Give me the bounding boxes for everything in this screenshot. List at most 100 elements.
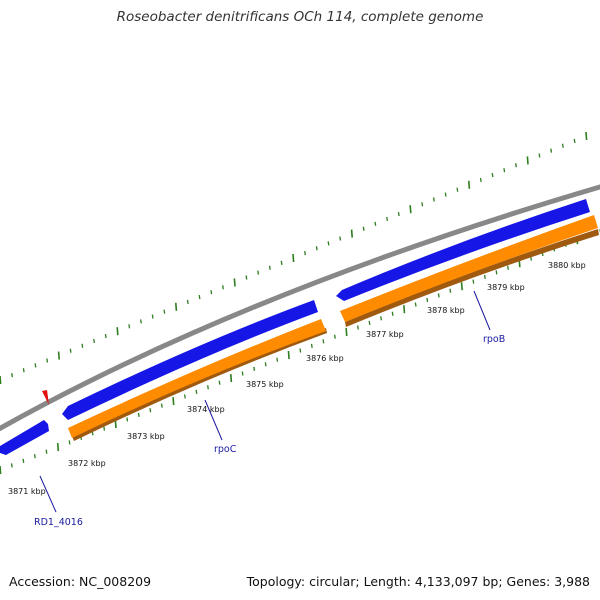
outer-gc-tick (210, 290, 213, 295)
accession-text: Accession: NC_008209 (9, 574, 152, 589)
outer-gc-tick (339, 236, 342, 241)
outer-gc-tick (222, 285, 224, 290)
outer-gc-tick (34, 363, 37, 368)
outer-gc-tick (175, 302, 178, 311)
genome-backbone (0, 184, 600, 432)
inner-gc-tick (426, 297, 429, 303)
outer-gc-tick (280, 260, 283, 265)
inner-gc-tick (241, 371, 244, 376)
outer-gc-tick (550, 148, 553, 153)
outer-gc-tick (573, 138, 576, 143)
outer-gc-tick (57, 351, 60, 360)
outer-gc-tick (104, 333, 107, 339)
outer-gc-tick (585, 131, 588, 141)
outer-gc-tick (257, 270, 260, 275)
outer-gc-tick (362, 226, 365, 231)
inner-gc-tick (0, 465, 2, 475)
inner-gc-tick (68, 440, 71, 445)
inner-gc-tick (10, 463, 13, 468)
outer-gc-tick (397, 211, 400, 217)
inner-gc-tick (472, 279, 475, 284)
rd1-4016-leader (39, 475, 57, 513)
gene-label-rpoc[interactable]: rpoC (214, 444, 237, 455)
outer-gc-tick (315, 246, 318, 251)
outer-gc-tick (421, 202, 424, 207)
outer-gc-tick (292, 253, 295, 263)
outer-gc-tick (116, 327, 119, 336)
inner-gc-tick (287, 351, 290, 360)
inner-gc-tick (333, 334, 336, 339)
inner-gc-tick (103, 426, 106, 431)
outer-gc-tick (491, 172, 494, 178)
inner-gc-tick (380, 316, 383, 321)
gene-rpob-reverse-shadow (345, 229, 599, 327)
inner-gc-tick (322, 339, 325, 344)
outer-gc-tick (503, 168, 506, 173)
gene-rd1-4016-forward[interactable] (0, 420, 49, 455)
inner-gc-tick (45, 449, 48, 454)
inner-gc-tick (357, 325, 359, 330)
outer-gc-tick (139, 319, 142, 324)
outer-gc-tick (304, 251, 306, 256)
outer-gc-tick (233, 278, 236, 287)
outer-gc-tick (327, 241, 330, 246)
inner-gc-tick (460, 282, 463, 291)
inner-gc-tick (437, 293, 440, 298)
outer-gc-tick (163, 309, 166, 314)
rpoc-leader (204, 399, 223, 441)
outer-gc-ticks (0, 131, 588, 385)
outer-gc-tick (456, 187, 459, 192)
outer-gc-tick (11, 373, 13, 378)
gene-label-rd1-4016[interactable]: RD1_4016 (34, 517, 83, 528)
gene-rpob-forward[interactable] (336, 199, 590, 301)
inner-gc-tick (507, 265, 509, 270)
gene-label-rpob[interactable]: rpoB (483, 334, 505, 345)
inner-gc-tick (207, 385, 209, 390)
inner-gc-tick (56, 442, 60, 452)
outer-gc-tick (350, 229, 353, 238)
scale-label-3876: 3876 kbp (306, 354, 344, 363)
outer-gc-tick (0, 375, 2, 385)
gene-rpoc-forward[interactable] (62, 300, 318, 420)
outer-gc-tick (245, 275, 248, 280)
outer-gc-tick (538, 153, 541, 158)
rpob-leader (473, 290, 491, 331)
gene-rpob-reverse[interactable] (340, 215, 598, 322)
scale-label-3878: 3878 kbp (427, 306, 465, 315)
outer-gc-tick (515, 163, 517, 168)
genome-summary-text: Topology: circular; Length: 4,133,097 bp… (246, 574, 590, 589)
inner-gc-tick (403, 305, 406, 314)
gene-rpoc-reverse[interactable] (68, 319, 326, 438)
scale-label-3875: 3875 kbp (246, 380, 284, 389)
outer-gc-tick (479, 177, 482, 183)
inner-gc-tick (33, 454, 36, 459)
inner-gc-tick (276, 357, 279, 362)
outer-gc-tick (186, 299, 189, 305)
scale-label-3877: 3877 kbp (366, 330, 404, 339)
outer-gc-tick (128, 324, 131, 329)
inner-gc-tick (114, 419, 117, 429)
outer-gc-tick (526, 156, 529, 165)
inner-gc-ticks (0, 229, 600, 475)
inner-gc-tick (368, 320, 371, 326)
outer-gc-tick (151, 314, 154, 319)
inner-gc-tick (483, 274, 486, 280)
outer-gc-tick (93, 338, 96, 344)
scale-label-3872: 3872 kbp (68, 459, 106, 468)
inner-gc-tick (229, 374, 233, 383)
inner-gc-tick (449, 288, 452, 293)
inner-gc-tick (218, 380, 221, 385)
outer-gc-tick (561, 143, 564, 148)
inner-gc-tick (253, 366, 256, 371)
inner-gc-tick (391, 311, 394, 316)
outer-gc-tick (69, 348, 72, 353)
inner-gc-tick (345, 328, 348, 337)
outer-gc-tick (444, 192, 447, 197)
outer-gc-tick (386, 216, 389, 222)
scale-label-3871: 3871 kbp (8, 487, 46, 496)
map-title: Roseobacter denitrificans OCh 114, compl… (116, 9, 484, 25)
outer-gc-tick (46, 358, 49, 363)
inner-gc-tick (310, 343, 313, 349)
scale-label-3873: 3873 kbp (127, 432, 165, 441)
